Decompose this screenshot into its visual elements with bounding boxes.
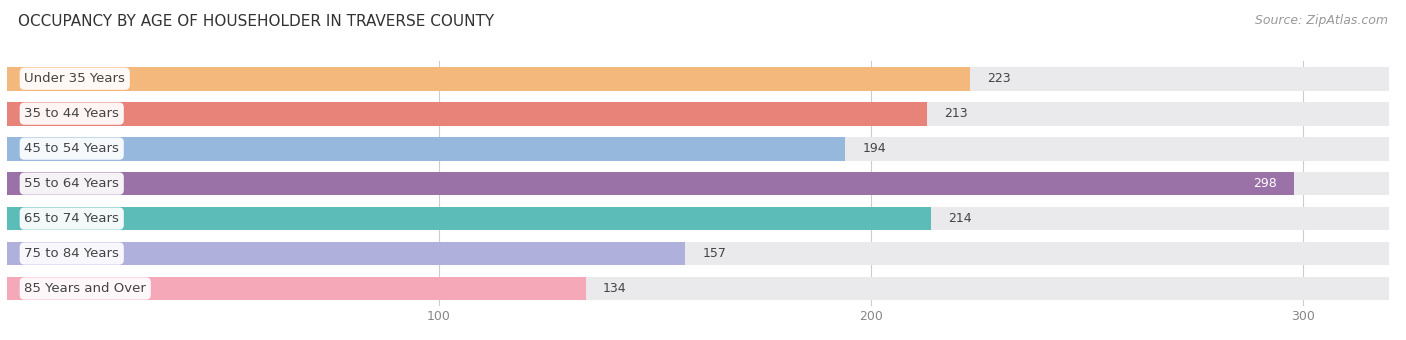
Text: Under 35 Years: Under 35 Years bbox=[24, 72, 125, 85]
Text: 134: 134 bbox=[603, 282, 627, 295]
Text: OCCUPANCY BY AGE OF HOUSEHOLDER IN TRAVERSE COUNTY: OCCUPANCY BY AGE OF HOUSEHOLDER IN TRAVE… bbox=[18, 14, 495, 29]
Bar bbox=[7, 137, 1389, 160]
Bar bbox=[7, 242, 1389, 266]
Bar bbox=[7, 172, 1294, 195]
Bar bbox=[7, 67, 970, 90]
Text: 45 to 54 Years: 45 to 54 Years bbox=[24, 142, 120, 155]
Text: 157: 157 bbox=[703, 247, 727, 260]
Text: Source: ZipAtlas.com: Source: ZipAtlas.com bbox=[1254, 14, 1388, 27]
Text: 35 to 44 Years: 35 to 44 Years bbox=[24, 107, 120, 120]
Bar bbox=[7, 67, 1389, 90]
Text: 223: 223 bbox=[987, 72, 1011, 85]
Text: 55 to 64 Years: 55 to 64 Years bbox=[24, 177, 120, 190]
Bar bbox=[7, 242, 685, 266]
Bar bbox=[7, 102, 927, 125]
Bar bbox=[7, 137, 845, 160]
Text: 85 Years and Over: 85 Years and Over bbox=[24, 282, 146, 295]
Text: 213: 213 bbox=[945, 107, 967, 120]
Bar bbox=[7, 277, 586, 301]
Bar bbox=[7, 172, 1389, 195]
Text: 65 to 74 Years: 65 to 74 Years bbox=[24, 212, 120, 225]
Text: 298: 298 bbox=[1253, 177, 1277, 190]
Bar bbox=[7, 277, 1389, 301]
Bar bbox=[7, 207, 931, 231]
Text: 75 to 84 Years: 75 to 84 Years bbox=[24, 247, 120, 260]
Bar bbox=[7, 102, 1389, 125]
Text: 194: 194 bbox=[862, 142, 886, 155]
Text: 214: 214 bbox=[949, 212, 972, 225]
Bar bbox=[7, 207, 1389, 231]
